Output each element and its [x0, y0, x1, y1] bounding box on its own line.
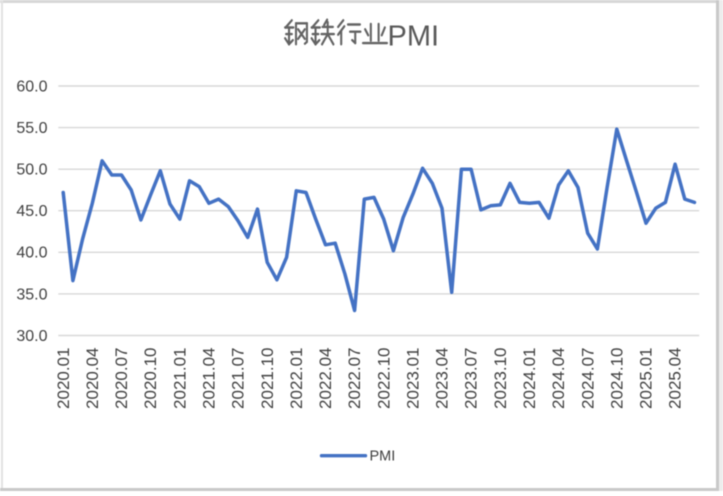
svg-text:2021.07: 2021.07: [229, 348, 248, 409]
svg-text:2024.01: 2024.01: [520, 348, 539, 409]
svg-text:2020.04: 2020.04: [83, 348, 102, 409]
svg-text:2022.07: 2022.07: [345, 348, 364, 409]
svg-text:55.0: 55.0: [16, 120, 47, 137]
svg-text:2022.04: 2022.04: [316, 348, 335, 409]
svg-text:2021.10: 2021.10: [258, 348, 277, 409]
svg-text:2021.04: 2021.04: [200, 348, 219, 409]
svg-text:2020.07: 2020.07: [112, 348, 131, 409]
svg-text:PMI: PMI: [370, 449, 396, 465]
svg-text:35.0: 35.0: [16, 286, 47, 303]
svg-text:45.0: 45.0: [16, 203, 47, 220]
svg-text:2023.04: 2023.04: [433, 348, 452, 409]
svg-text:2024.10: 2024.10: [607, 348, 626, 409]
svg-text:2023.07: 2023.07: [462, 348, 481, 409]
svg-text:2024.04: 2024.04: [549, 348, 568, 409]
svg-text:2023.10: 2023.10: [491, 348, 510, 409]
svg-text:2020.01: 2020.01: [54, 348, 73, 409]
svg-text:2022.10: 2022.10: [374, 348, 393, 409]
svg-text:2022.01: 2022.01: [287, 348, 306, 409]
svg-text:30.0: 30.0: [16, 328, 47, 345]
svg-text:PMI: PMI: [388, 20, 440, 52]
svg-text:60.0: 60.0: [16, 78, 47, 95]
svg-text:2023.01: 2023.01: [404, 348, 423, 409]
svg-text:2025.04: 2025.04: [666, 348, 685, 409]
svg-text:50.0: 50.0: [16, 162, 47, 179]
svg-text:40.0: 40.0: [16, 245, 47, 262]
svg-text:2024.07: 2024.07: [578, 348, 597, 409]
svg-text:2021.01: 2021.01: [170, 348, 189, 409]
svg-text:2025.01: 2025.01: [637, 348, 656, 409]
svg-text:2020.10: 2020.10: [141, 348, 160, 409]
